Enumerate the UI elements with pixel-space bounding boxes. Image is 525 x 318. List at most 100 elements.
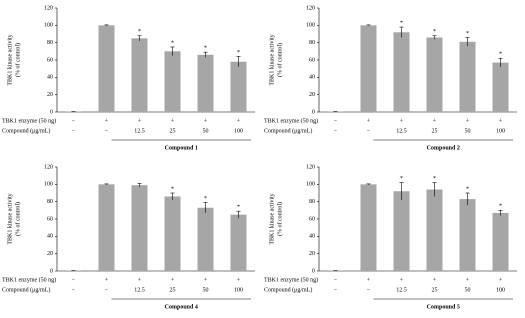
row-value: − [72, 277, 76, 283]
row-value: 100 [234, 287, 243, 293]
row-value: 12.5 [396, 128, 407, 134]
row-value: 25 [170, 287, 176, 293]
row-value: + [433, 118, 437, 124]
row-value: + [138, 277, 142, 283]
row-value: 50 [465, 128, 471, 134]
bar [492, 62, 509, 112]
row-value: + [466, 277, 470, 283]
significance-mark: * [171, 40, 174, 46]
row-value: − [334, 277, 338, 283]
row-value: − [334, 287, 338, 293]
compound-label: Compound 5 [427, 304, 460, 310]
row-value: − [367, 287, 371, 293]
bar [459, 199, 476, 271]
y-tick-label: 0 [312, 268, 315, 274]
row-value: + [237, 277, 241, 283]
row-value: + [433, 277, 437, 283]
row-value: 100 [496, 128, 505, 134]
y-tick-label: 120 [44, 5, 53, 11]
y-tick-label: 80 [47, 40, 53, 46]
row-value: + [466, 118, 470, 124]
significance-mark: * [237, 50, 240, 56]
compound-label: Compound 4 [165, 304, 198, 310]
row-value: + [367, 118, 371, 124]
row-value: 12.5 [134, 287, 145, 293]
bar [98, 184, 115, 271]
row-value: 25 [170, 128, 176, 134]
bar [98, 25, 115, 112]
y-tick-label: 20 [47, 251, 53, 257]
y-tick-label: 100 [306, 23, 315, 29]
bar [360, 25, 377, 112]
y-axis-label: TBK1 kinase activity [269, 193, 275, 244]
y-tick-label: 120 [306, 164, 315, 170]
y-tick-label: 80 [47, 199, 53, 205]
bar [164, 196, 181, 271]
bar [426, 37, 443, 112]
bar [393, 32, 410, 113]
y-tick-label: 60 [47, 57, 53, 63]
row-value: + [237, 118, 241, 124]
row-value: + [367, 277, 371, 283]
row-value: − [334, 118, 338, 124]
y-tick-label: 100 [44, 23, 53, 29]
row-label: Compound (μg/mL) [2, 286, 50, 293]
row-value: 50 [203, 287, 209, 293]
row-value: 12.5 [396, 287, 407, 293]
row-value: − [72, 287, 76, 293]
row-label: Compound (μg/mL) [264, 127, 312, 134]
y-tick-label: 60 [309, 57, 315, 63]
y-tick-label: 40 [309, 75, 315, 81]
significance-mark: * [204, 46, 207, 52]
row-value: + [499, 277, 503, 283]
row-value: + [499, 118, 503, 124]
bar [131, 38, 148, 113]
row-value: 100 [496, 287, 505, 293]
y-tick-label: 20 [309, 92, 315, 98]
y-tick-label: 120 [306, 5, 315, 11]
significance-mark: * [499, 52, 502, 58]
row-value: + [105, 118, 109, 124]
y-tick-label: 0 [312, 109, 315, 115]
chart-panel: TBK1 kinase activity (% of control) 0 20 40 6… [2, 164, 255, 310]
bar [492, 212, 509, 271]
bar [360, 184, 377, 271]
significance-mark: * [204, 196, 207, 202]
bar [131, 185, 148, 271]
y-tick-label: 100 [306, 182, 315, 188]
row-value: − [367, 128, 371, 134]
significance-mark: * [138, 29, 141, 35]
bar [230, 61, 247, 112]
y-axis-label: TBK1 kinase activity [7, 193, 13, 244]
significance-mark: * [433, 176, 436, 182]
y-axis-label: (% of control) [14, 202, 21, 236]
chart-panel: TBK1 kinase activity (% of control) 0 20 40 6… [264, 164, 517, 310]
y-tick-label: 0 [50, 268, 53, 274]
row-value: 50 [465, 287, 471, 293]
compound-label: Compound 2 [427, 145, 460, 151]
bar [164, 51, 181, 112]
row-label: TBK1 enzyme (50 ng) [2, 117, 56, 124]
y-tick-label: 20 [309, 251, 315, 257]
row-label: Compound (μg/mL) [264, 286, 312, 293]
y-tick-label: 60 [47, 216, 53, 222]
row-value: + [105, 277, 109, 283]
y-tick-label: 80 [309, 199, 315, 205]
row-value: + [400, 277, 404, 283]
y-axis-label: TBK1 kinase activity [269, 34, 275, 85]
row-value: − [105, 128, 109, 134]
row-value: + [204, 277, 208, 283]
y-tick-label: 100 [44, 182, 53, 188]
bar [230, 214, 247, 271]
y-axis-label: (% of control) [276, 43, 283, 77]
chart-panel: TBK1 kinase activity (% of control) 0 20 40 6… [264, 5, 517, 151]
significance-mark: * [400, 20, 403, 26]
row-value: + [400, 118, 404, 124]
row-value: + [138, 118, 142, 124]
row-label: TBK1 enzyme (50 ng) [264, 276, 318, 283]
significance-mark: * [433, 29, 436, 35]
chart-panel: TBK1 kinase activity (% of control) 0 20 40 6… [2, 5, 255, 151]
row-value: − [105, 287, 109, 293]
y-tick-label: 80 [309, 40, 315, 46]
